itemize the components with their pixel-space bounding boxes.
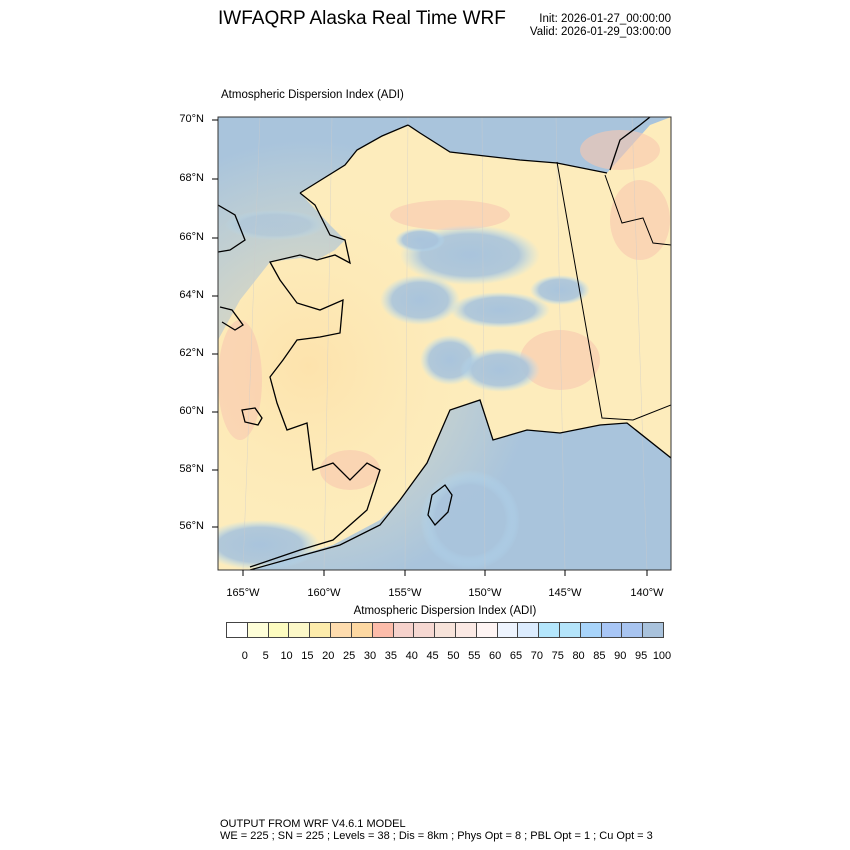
colorbar-label: 95 — [635, 650, 648, 662]
lon-label: 160°W — [307, 587, 341, 599]
colorbar-label: 50 — [447, 650, 460, 662]
lat-label: 64°N — [179, 289, 204, 301]
colorbar-swatch — [476, 623, 498, 637]
lon-label: 165°W — [226, 587, 260, 599]
border-lines — [556, 161, 671, 421]
colorbar-title: Atmospheric Dispersion Index (ADI) — [353, 605, 537, 617]
init-time: Init: 2026-01-27_00:00:00 — [539, 13, 671, 25]
lat-label: 58°N — [179, 463, 204, 475]
colorbar-label: 25 — [343, 650, 356, 662]
lon-label: 145°W — [548, 587, 582, 599]
colorbar-label: 60 — [489, 650, 502, 662]
colorbar-label: 0 — [241, 650, 248, 662]
colorbar-label: 15 — [301, 650, 314, 662]
lat-label: 60°N — [179, 405, 204, 417]
lon-label: 155°W — [388, 587, 422, 599]
colorbar-swatch — [497, 623, 519, 637]
colorbar-swatch — [622, 623, 644, 637]
colorbar-swatch — [560, 623, 581, 637]
colorbar-label: 75 — [551, 650, 564, 662]
colorbar-label: 40 — [405, 650, 418, 662]
colorbar-swatch — [351, 623, 373, 637]
lat-label: 70°N — [179, 113, 204, 125]
footer-config: WE = 225 ; SN = 225 ; Levels = 38 ; Dis … — [220, 830, 653, 842]
colorbar-label: 100 — [652, 650, 672, 662]
colorbar-label: 20 — [322, 650, 335, 662]
axis-ticks — [212, 119, 648, 576]
colorbar-label: 55 — [468, 650, 481, 662]
colorbar-swatch — [372, 623, 394, 637]
colorbar-label: 90 — [614, 650, 627, 662]
colorbar-swatch — [455, 623, 477, 637]
colorbar-swatch — [539, 623, 560, 637]
footer-model: OUTPUT FROM WRF V4.6.1 MODEL — [220, 818, 406, 830]
figure-title: IWFAQRP Alaska Real Time WRF — [218, 8, 506, 29]
lon-label: 140°W — [630, 587, 664, 599]
colorbar-label: 70 — [530, 650, 543, 662]
colorbar — [226, 622, 664, 638]
lon-label: 150°W — [468, 587, 502, 599]
colorbar-swatch — [268, 623, 290, 637]
colorbar-swatch — [331, 623, 352, 637]
colorbar-label: 65 — [509, 650, 523, 662]
graticule — [242, 117, 648, 570]
colorbar-swatch — [310, 623, 332, 637]
colorbar-label: 80 — [572, 650, 585, 662]
colorbar-swatch — [414, 623, 436, 637]
colorbar-swatch — [580, 623, 602, 637]
colorbar-swatch — [289, 623, 311, 637]
colorbar-swatch — [601, 623, 623, 637]
colorbar-swatch — [518, 623, 540, 637]
colorbar-label: 5 — [262, 650, 269, 662]
lat-label: 68°N — [179, 172, 204, 184]
colorbar-label: 30 — [363, 650, 377, 662]
colorbar-label: 35 — [384, 650, 397, 662]
lat-label: 56°N — [179, 520, 204, 532]
coastline — [218, 117, 671, 570]
colorbar-swatch — [643, 623, 664, 637]
map-frame — [217, 116, 672, 571]
lat-label: 62°N — [179, 347, 204, 359]
plot-title: Atmospheric Dispersion Index (ADI) — [221, 89, 404, 101]
colorbar-swatch — [227, 623, 248, 637]
colorbar-label: 85 — [593, 650, 606, 662]
colorbar-label: 10 — [280, 650, 293, 662]
valid-time: Valid: 2026-01-29_03:00:00 — [529, 26, 671, 38]
colorbar-swatch — [435, 623, 456, 637]
lat-label: 66°N — [179, 231, 204, 243]
colorbar-label: 45 — [426, 650, 439, 662]
colorbar-swatch — [393, 623, 415, 637]
colorbar-swatch — [247, 623, 269, 637]
